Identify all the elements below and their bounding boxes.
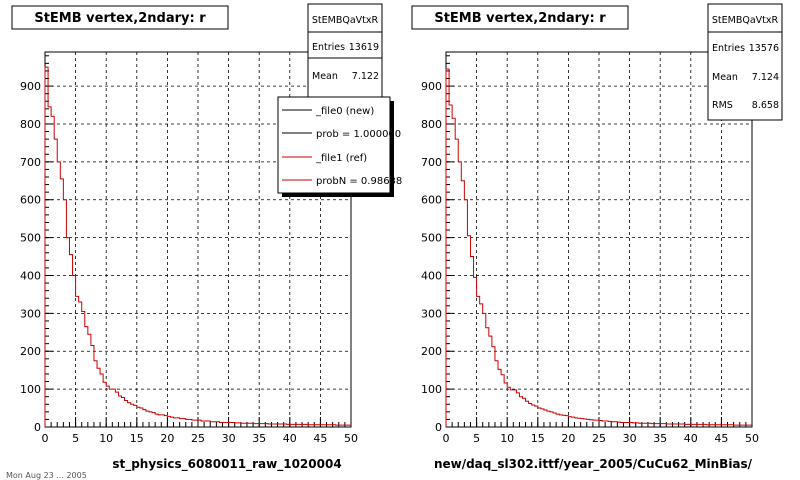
y-tick-label: 200 bbox=[20, 345, 41, 358]
panel-left: 0 100 200 300 400 500 600 700 800 900 0 5 10 15 20 25 3… bbox=[11, 3, 402, 472]
stats-name-left: StEMBQaVtxR bbox=[312, 15, 379, 26]
x-tick-label: 40 bbox=[283, 432, 297, 445]
y-tick-label: 600 bbox=[20, 194, 41, 207]
stats-entries-label-right: Entries bbox=[712, 43, 745, 54]
stats-mean-value-left: 7.122 bbox=[352, 71, 379, 82]
y-tick-label: 700 bbox=[20, 156, 41, 169]
x-tick-label: 15 bbox=[531, 432, 545, 445]
x-tick-label: 0 bbox=[443, 432, 450, 445]
stats-mean-value-right: 7.124 bbox=[752, 72, 779, 83]
y-tick-label: 900 bbox=[421, 80, 442, 93]
grid-right bbox=[446, 52, 752, 427]
y-tick-label: 100 bbox=[421, 383, 442, 396]
x-tick-label: 50 bbox=[745, 432, 759, 445]
x-tick-label: 25 bbox=[592, 432, 606, 445]
stats-box-right: StEMBQaVtxR Entries 13576 Mean 7.124 RMS… bbox=[707, 3, 783, 121]
y-tick-label: 300 bbox=[20, 307, 41, 320]
y-tick-label: 400 bbox=[20, 269, 41, 282]
stats-entries-value-right: 13576 bbox=[749, 43, 779, 54]
x-ticks-right: 0 5 10 15 20 25 30 35 40 45 50 bbox=[443, 417, 759, 445]
stats-box-left-ext: Mean 7.122 bbox=[307, 57, 383, 99]
stats-box-left: StEMBQaVtxR Entries 13619 bbox=[307, 3, 383, 59]
grid-left bbox=[45, 52, 351, 427]
stats-mean-label-right: Mean bbox=[712, 72, 738, 83]
x-tick-label: 35 bbox=[653, 432, 667, 445]
title-right: StEMB vertex,2ndary: r bbox=[434, 11, 606, 26]
x-tick-label: 0 bbox=[42, 432, 49, 445]
x-tick-label: 20 bbox=[561, 432, 575, 445]
x-tick-label: 5 bbox=[72, 432, 79, 445]
stats-name-right: StEMBQaVtxR bbox=[712, 15, 779, 26]
legend-label-new: _file0 (new) bbox=[315, 106, 374, 117]
y-tick-label: 500 bbox=[421, 232, 442, 245]
title-box-left bbox=[11, 5, 229, 30]
y-tick-label: 800 bbox=[421, 118, 442, 131]
x-tick-label: 50 bbox=[344, 432, 358, 445]
histogram-ref-left bbox=[44, 66, 351, 427]
y-tick-label: 0 bbox=[435, 421, 442, 434]
y-tick-label: 300 bbox=[421, 307, 442, 320]
y-tick-label: 200 bbox=[421, 345, 442, 358]
y-tick-label: 100 bbox=[20, 383, 41, 396]
y-tick-label: 0 bbox=[34, 421, 41, 434]
x-tick-label: 45 bbox=[313, 432, 327, 445]
x-tick-label: 15 bbox=[130, 432, 144, 445]
x-tick-label: 5 bbox=[473, 432, 480, 445]
x-tick-label: 25 bbox=[191, 432, 205, 445]
footer-caption: Mon Aug 23 ... 2005 bbox=[6, 471, 87, 480]
stats-entries-label-left: Entries bbox=[312, 42, 345, 53]
y-ticks-left: 0 100 200 300 400 500 600 700 800 900 bbox=[20, 55, 53, 434]
y-tick-label: 400 bbox=[421, 269, 442, 282]
x-tick-label: 45 bbox=[714, 432, 728, 445]
y-tick-label: 700 bbox=[421, 156, 442, 169]
stats-mean-label-left: Mean bbox=[312, 71, 338, 82]
x-tick-label: 30 bbox=[623, 432, 637, 445]
stats-rms-value-right: 8.658 bbox=[752, 100, 779, 111]
y-ticks-right: 0 100 200 300 400 500 600 700 800 900 bbox=[421, 55, 454, 434]
x-tick-label: 35 bbox=[252, 432, 266, 445]
legend-label-probn: probN = 0.98638 bbox=[316, 176, 402, 187]
panel-right: 0 100 200 300 400 500 600 700 800 900 0 5 10 15 20 25 3… bbox=[411, 3, 783, 472]
legend-left: _file0 (new) prob = 1.000000 _file1 (ref… bbox=[277, 96, 402, 197]
y-tick-label: 900 bbox=[20, 80, 41, 93]
stats-rms-label-right: RMS bbox=[712, 100, 733, 111]
histogram-ref-right bbox=[445, 68, 752, 427]
stats-entries-value-left: 13619 bbox=[349, 42, 379, 53]
title-box-right bbox=[411, 5, 629, 30]
legend-label-prob: prob = 1.000000 bbox=[316, 129, 401, 140]
y-tick-label: 800 bbox=[20, 118, 41, 131]
title-left: StEMB vertex,2ndary: r bbox=[34, 11, 206, 26]
x-tick-label: 20 bbox=[160, 432, 174, 445]
y-tick-label: 600 bbox=[421, 194, 442, 207]
y-tick-label: 500 bbox=[20, 232, 41, 245]
x-ticks-left: 0 5 10 15 20 25 30 35 40 45 50 bbox=[42, 417, 358, 445]
x-axis-label-left: st_physics_6080011_raw_1020004 bbox=[112, 457, 341, 472]
x-tick-label: 30 bbox=[222, 432, 236, 445]
x-axis-label-right: new/daq_sl302.ittf/year_2005/CuCu62_MinB… bbox=[434, 457, 753, 472]
x-tick-label: 10 bbox=[99, 432, 113, 445]
x-tick-label: 40 bbox=[684, 432, 698, 445]
legend-label-ref: _file1 (ref) bbox=[315, 153, 367, 164]
x-tick-label: 10 bbox=[500, 432, 514, 445]
